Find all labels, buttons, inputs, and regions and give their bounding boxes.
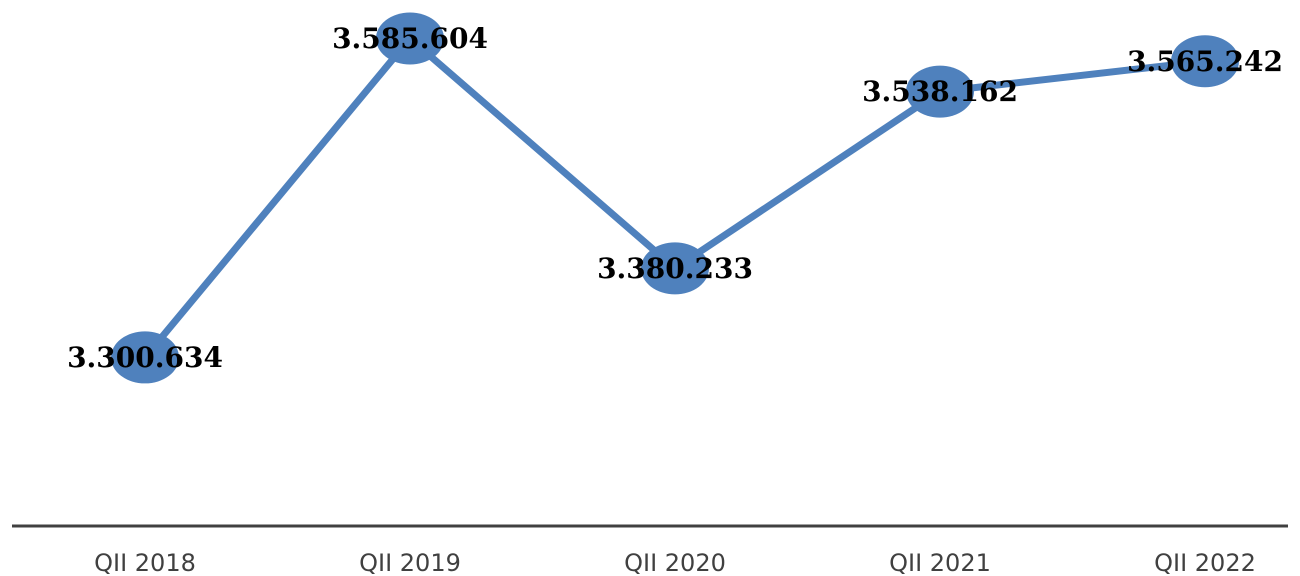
value-label: 3.538.162 xyxy=(862,75,1018,108)
x-tick-label: QII 2019 xyxy=(359,549,461,576)
x-tick-label: QII 2021 xyxy=(889,549,991,576)
marker xyxy=(376,12,444,65)
x-tick-label: QII 2020 xyxy=(624,549,726,576)
marker xyxy=(1171,35,1239,88)
value-label: 3.585.604 xyxy=(332,22,488,55)
value-label: 3.300.634 xyxy=(67,341,223,374)
line xyxy=(142,34,1206,360)
value-label: 3.565.242 xyxy=(1127,45,1283,78)
marker xyxy=(906,65,974,118)
x-tick-label: QII 2022 xyxy=(1154,549,1256,576)
value-label: 3.380.233 xyxy=(597,252,753,285)
marker xyxy=(641,242,709,295)
marker xyxy=(111,331,179,384)
x-tick-label: QII 2018 xyxy=(94,549,196,576)
